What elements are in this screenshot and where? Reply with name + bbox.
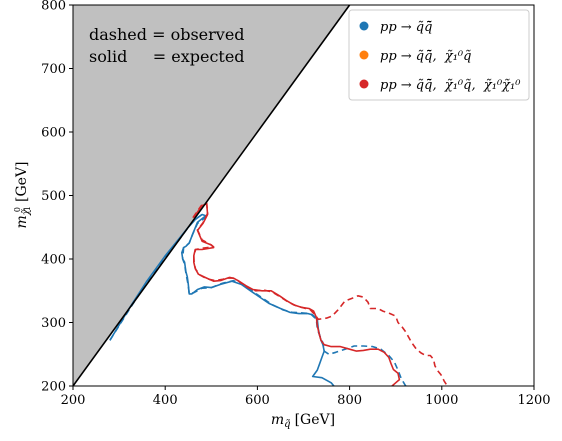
legend-marker-blue <box>359 21 369 31</box>
exclusion-curves <box>109 202 448 386</box>
x-tick-label: 600 <box>245 393 270 408</box>
x-tick-label: 400 <box>153 393 178 408</box>
note-dashed-observed: dashed = observed <box>89 25 245 44</box>
x-tick-label: 800 <box>337 393 362 408</box>
x-axis: 200 400 600 800 1000 1200 <box>61 386 551 408</box>
y-axis-label-superscript: 0 <box>13 207 22 212</box>
legend-box <box>348 9 530 101</box>
legend-label-squark-neutralino: pp → q̃q̃̄, χ̃₁⁰q̃ <box>380 49 471 64</box>
y-axis-label-unit: [GeV] <box>14 161 30 202</box>
x-tick-label: 1000 <box>425 393 458 408</box>
legend-marker-orange <box>359 50 369 60</box>
legend-label-all-channels: pp → q̃q̃̄, χ̃₁⁰q̃, χ̃₁⁰χ̃₁⁰ <box>380 78 521 93</box>
y-tick-label: 800 <box>41 0 66 14</box>
legend-marker-red <box>359 79 369 89</box>
legend-label-squark-pair: pp → q̃q̃̄ <box>380 20 432 35</box>
y-axis-label: mχ̃01 [GeV] <box>13 161 32 228</box>
series-3-observed-curve <box>192 202 448 386</box>
y-tick-label: 200 <box>41 380 66 395</box>
x-axis-label-symbol: m <box>271 412 284 428</box>
x-tick-label: 1200 <box>517 393 550 408</box>
legend: pp → q̃q̃̄ pp → q̃q̃̄, χ̃₁⁰q̃ pp → q̃q̃̄… <box>348 9 530 101</box>
y-tick-label: 400 <box>41 253 66 268</box>
y-tick-label: 700 <box>41 62 66 77</box>
x-axis-label: mq̃ [GeV] <box>271 412 335 430</box>
y-tick-label: 600 <box>41 126 66 141</box>
y-axis-label-subscript: χ̃ <box>21 208 32 216</box>
y-axis-label-symbol: m <box>14 215 30 228</box>
series-3-expected-curve <box>193 203 401 386</box>
x-axis-label-subscript: q̃ <box>284 419 290 430</box>
diagonal-boundary-line <box>72 4 351 387</box>
y-axis: 200 300 400 500 600 700 800 <box>41 0 73 395</box>
note-solid-expected: solid = expected <box>89 47 245 66</box>
y-tick-label: 300 <box>41 316 66 331</box>
x-tick-label: 200 <box>61 393 86 408</box>
y-tick-label: 500 <box>41 189 66 204</box>
y-axis-label-subsubscript: 1 <box>23 206 32 211</box>
x-axis-label-unit: [GeV] <box>295 412 336 428</box>
